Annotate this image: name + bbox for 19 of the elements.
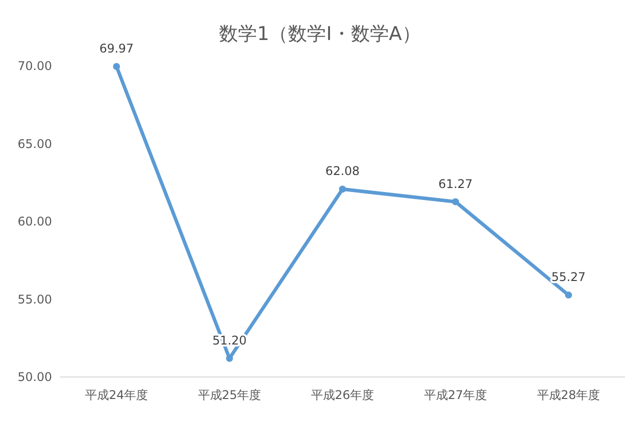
point xyxy=(339,186,346,193)
data-label: 62.08 xyxy=(325,164,360,178)
chart-title: 数学1（数学I・数学A） xyxy=(219,23,421,45)
data-label: 61.27 xyxy=(438,176,473,191)
point xyxy=(565,292,572,299)
data-label: 69.97 xyxy=(99,41,134,56)
point xyxy=(452,198,459,206)
x-tick-label: 平成28年度 xyxy=(536,388,600,402)
x-tick-label: 平成27年度 xyxy=(424,388,488,402)
x-tick-label: 平成24年度 xyxy=(84,388,148,402)
y-tick-label: 55.00 xyxy=(18,292,52,306)
x-tick-label: 平成25年度 xyxy=(198,388,262,402)
data-label: 55.27 xyxy=(551,270,586,284)
y-tick-label: 65.00 xyxy=(18,136,52,151)
y-tick-label: 60.00 xyxy=(18,214,52,228)
point xyxy=(113,62,120,70)
y-tick-label: 50.00 xyxy=(18,370,52,384)
x-tick-label: 平成26年度 xyxy=(310,388,374,402)
y-tick-label: 70.00 xyxy=(18,59,52,73)
